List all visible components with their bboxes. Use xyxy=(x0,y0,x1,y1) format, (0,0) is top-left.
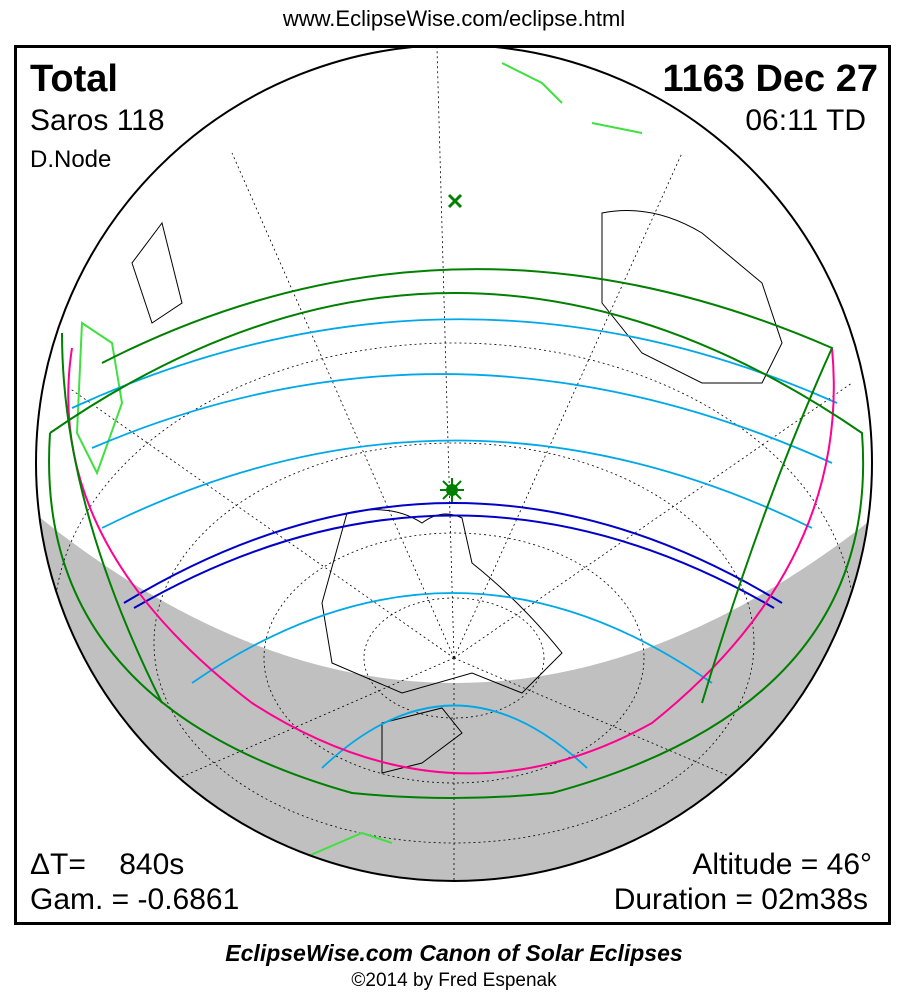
duration: Duration = 02m38s xyxy=(613,883,868,916)
altitude: Altitude = 46° xyxy=(692,848,872,881)
greatest-eclipse-marker xyxy=(440,478,464,502)
footer-title: EclipseWise.com Canon of Solar Eclipses xyxy=(225,940,683,966)
eclipse-type: Total xyxy=(30,58,118,100)
subsolar-point-marker xyxy=(447,193,463,209)
rise-set-curve xyxy=(67,347,835,775)
node: D.Node xyxy=(30,146,112,173)
central-path xyxy=(123,502,783,609)
gamma: Gam. = -0.6861 xyxy=(30,883,240,916)
partial-lines xyxy=(71,318,838,769)
eclipse-map-frame: Total 1163 Dec 27 Saros 118 06:11 TD D.N… xyxy=(14,45,891,925)
delta-t: ΔT= 840s xyxy=(30,848,185,881)
eclipse-time: 06:11 TD xyxy=(745,104,866,137)
footer-copyright: ©2014 by Fred Espenak xyxy=(351,970,557,991)
penumbra-limits xyxy=(48,268,865,799)
coastlines xyxy=(131,210,783,774)
source-url: www.EclipseWise.com/eclipse.html xyxy=(282,6,626,31)
night-shading xyxy=(36,503,872,881)
saros-number: Saros 118 xyxy=(30,104,165,137)
eclipse-date: 1163 Dec 27 xyxy=(662,58,878,100)
globe-map xyxy=(35,48,873,882)
